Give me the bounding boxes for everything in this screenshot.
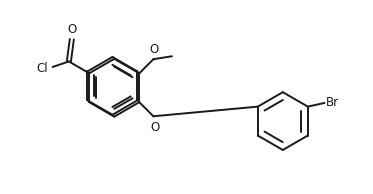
Text: O: O: [149, 42, 159, 55]
Text: Cl: Cl: [36, 62, 48, 75]
Text: O: O: [67, 23, 76, 36]
Text: Br: Br: [326, 96, 339, 109]
Text: O: O: [150, 121, 160, 134]
